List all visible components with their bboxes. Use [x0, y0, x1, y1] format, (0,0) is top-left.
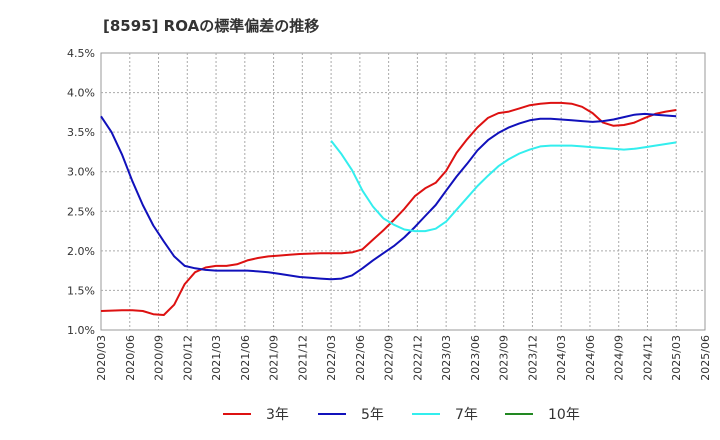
- legend-label: 10年: [548, 407, 580, 423]
- plot-area: [100, 52, 706, 331]
- x-tick-label: 2024/09: [613, 335, 626, 381]
- x-tick-label: 2022/06: [354, 335, 367, 381]
- y-tick-label: 1.0%: [67, 324, 95, 337]
- y-tick-label: 2.5%: [67, 205, 95, 218]
- x-tick-label: 2025/03: [670, 335, 683, 381]
- legend: 3年 5年 7年 10年: [223, 407, 580, 423]
- x-tick-label: 2021/09: [268, 335, 281, 381]
- y-tick-label: 3.0%: [67, 166, 95, 179]
- legend-label: 3年: [266, 407, 289, 423]
- x-tick-label: 2020/12: [181, 335, 194, 381]
- x-axis-ticks: 2020/03 2020/06 2020/09 2020/12 2021/03 2021/…: [95, 335, 712, 381]
- y-tick-label: 3.5%: [67, 126, 95, 139]
- series-line: [100, 101, 677, 316]
- y-tick-label: 4.5%: [67, 47, 95, 60]
- x-tick-label: 2023/09: [498, 335, 511, 381]
- gridlines: [101, 53, 705, 330]
- series-line: [100, 112, 677, 281]
- x-tick-label: 2025/06: [699, 335, 712, 381]
- x-tick-label: 2020/09: [153, 335, 166, 381]
- x-tick-label: 2021/12: [296, 335, 309, 381]
- x-tick-label: 2020/06: [124, 335, 137, 381]
- x-tick-label: 2021/03: [210, 335, 223, 381]
- x-tick-label: 2023/06: [469, 335, 482, 381]
- y-axis-ticks: 1.0% 1.5% 2.0% 2.5% 3.0% 3.5% 4.0% 4.5%: [67, 47, 95, 337]
- x-tick-label: 2020/03: [95, 335, 108, 381]
- x-tick-label: 2024/06: [584, 335, 597, 381]
- x-tick-label: 2023/12: [526, 335, 539, 381]
- x-tick-label: 2022/09: [383, 335, 396, 381]
- series-line: [330, 140, 677, 233]
- legend-label: 7年: [455, 407, 478, 423]
- x-tick-label: 2024/03: [555, 335, 568, 381]
- y-tick-label: 1.5%: [67, 284, 95, 297]
- x-tick-label: 2021/06: [239, 335, 252, 381]
- y-tick-label: 2.0%: [67, 245, 95, 258]
- legend-label: 5年: [361, 407, 384, 423]
- x-tick-label: 2023/03: [440, 335, 453, 381]
- x-tick-label: 2022/03: [325, 335, 338, 381]
- series-lines: [100, 101, 677, 316]
- chart-title: [8595] ROAの標準偏差の推移: [103, 17, 320, 35]
- x-tick-label: 2024/12: [641, 335, 654, 381]
- x-tick-label: 2022/12: [411, 335, 424, 381]
- y-tick-label: 4.0%: [67, 87, 95, 100]
